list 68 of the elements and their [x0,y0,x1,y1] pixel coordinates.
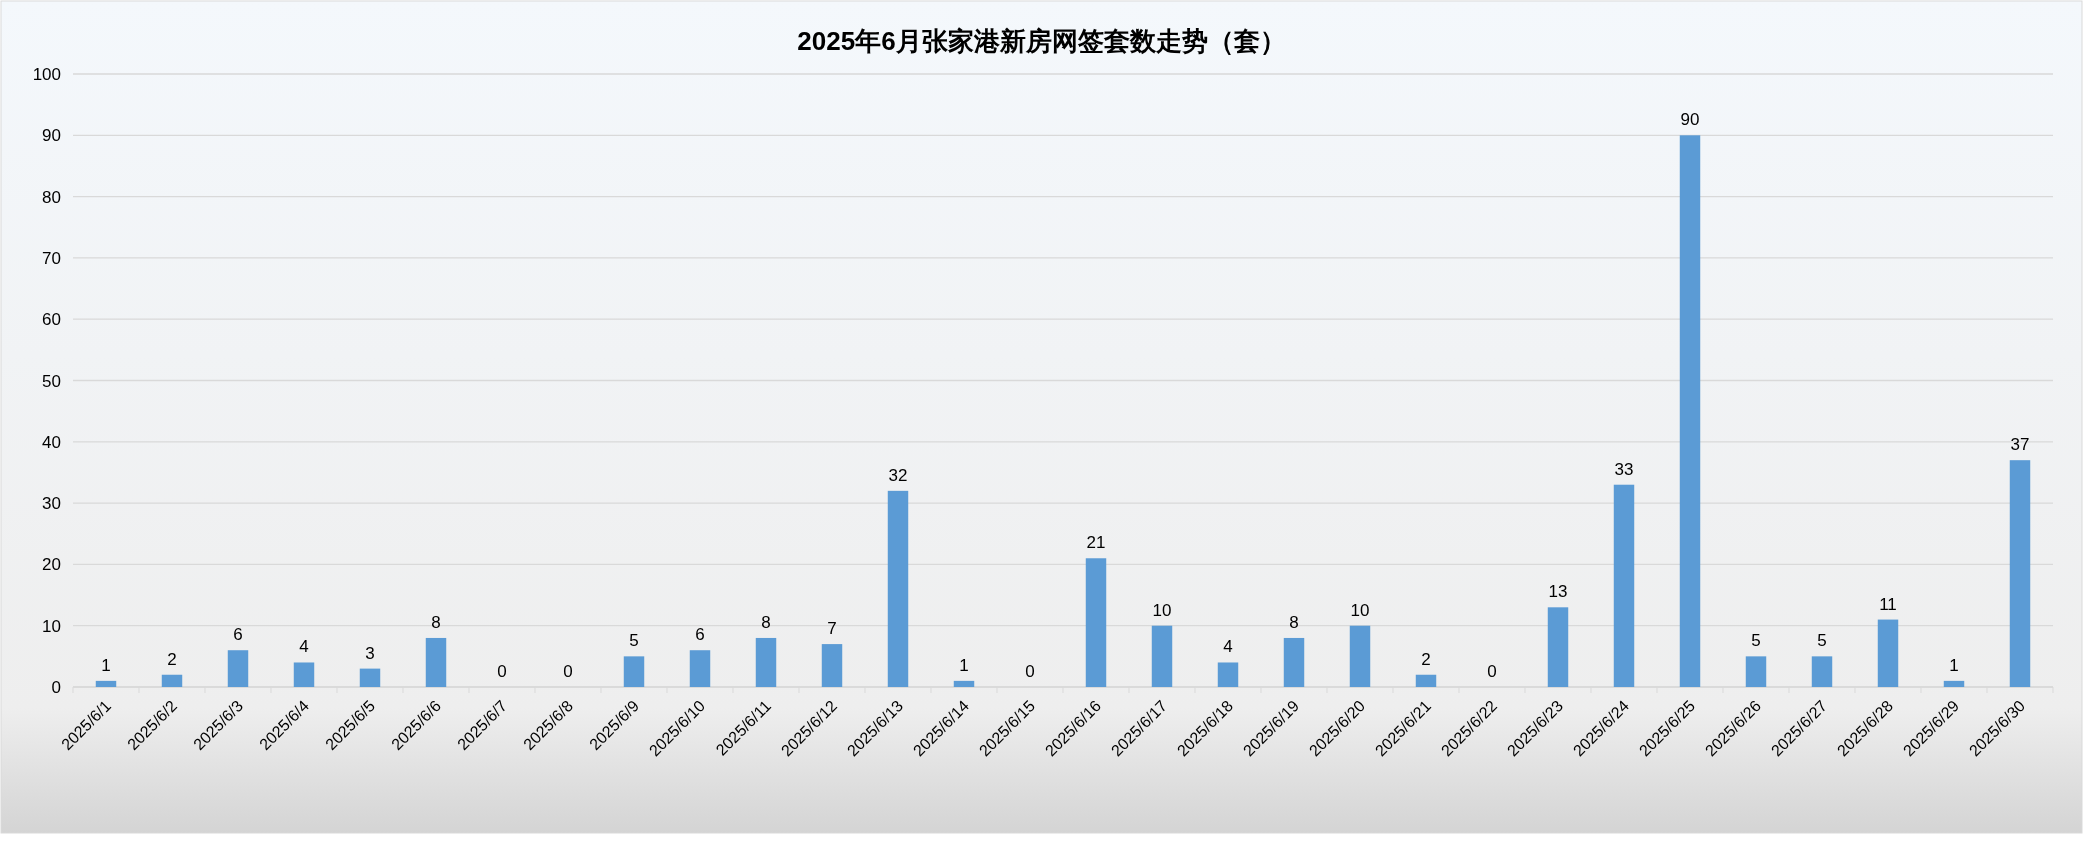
chart-title: 2025年6月张家港新房网签套数走势（套） [797,26,1286,56]
bar [2009,460,2031,687]
bar [1283,637,1305,687]
bar [95,680,117,687]
bar [227,650,249,687]
data-label: 4 [1223,637,1233,657]
bar [359,668,381,687]
bar [1349,625,1371,687]
data-label: 1 [1949,655,1959,675]
data-label: 33 [1614,459,1634,479]
data-label: 8 [761,612,771,632]
bar [1877,619,1899,687]
data-label: 2 [1421,649,1431,669]
data-label: 6 [233,625,243,645]
data-label: 0 [1487,662,1497,681]
bar [161,674,183,687]
y-tick-label: 0 [51,678,61,697]
bar [293,662,315,687]
data-label: 5 [1817,631,1827,651]
data-label: 3 [365,643,375,663]
y-tick-label: 20 [42,555,61,575]
y-tick-label: 80 [42,187,61,207]
data-label: 0 [1025,662,1035,681]
data-label: 32 [888,465,908,485]
bar [1613,484,1635,687]
data-label: 90 [1680,110,1700,130]
data-label: 11 [1879,594,1897,614]
bar [755,637,777,687]
data-label: 6 [695,625,705,645]
data-label: 21 [1086,533,1106,553]
data-label: 1 [101,655,111,675]
data-label: 1 [959,655,969,675]
bar [887,490,909,687]
data-label: 8 [431,612,441,632]
bar [1151,625,1173,687]
data-label: 7 [827,619,837,639]
data-label: 2 [167,649,177,669]
bar [1547,607,1569,687]
data-label: 5 [1751,631,1761,651]
data-label: 10 [1350,600,1370,620]
y-tick-label: 30 [42,494,61,514]
bar [425,637,447,687]
y-tick-label: 50 [42,371,61,391]
bar [1217,662,1239,687]
data-label: 37 [2010,435,2030,455]
y-tick-label: 70 [42,248,61,268]
data-label: 0 [497,662,507,681]
y-tick-label: 100 [32,65,61,84]
data-label: 13 [1548,582,1568,602]
bar [1811,656,1833,687]
bar [1745,656,1767,687]
bar [1085,558,1107,687]
y-tick-label: 40 [42,432,61,452]
y-tick-label: 10 [42,616,61,636]
y-tick-label: 60 [42,310,61,330]
bar [1679,135,1701,687]
bar [1943,680,1965,687]
data-label: 4 [299,637,309,657]
bar [689,650,711,687]
bar [821,644,843,687]
data-label: 10 [1152,600,1172,620]
y-tick-label: 90 [42,126,61,146]
bar [953,680,975,687]
bar [1415,674,1437,687]
data-label: 8 [1289,612,1299,632]
data-label: 0 [563,662,573,681]
data-label: 5 [629,631,639,651]
bar [623,656,645,687]
